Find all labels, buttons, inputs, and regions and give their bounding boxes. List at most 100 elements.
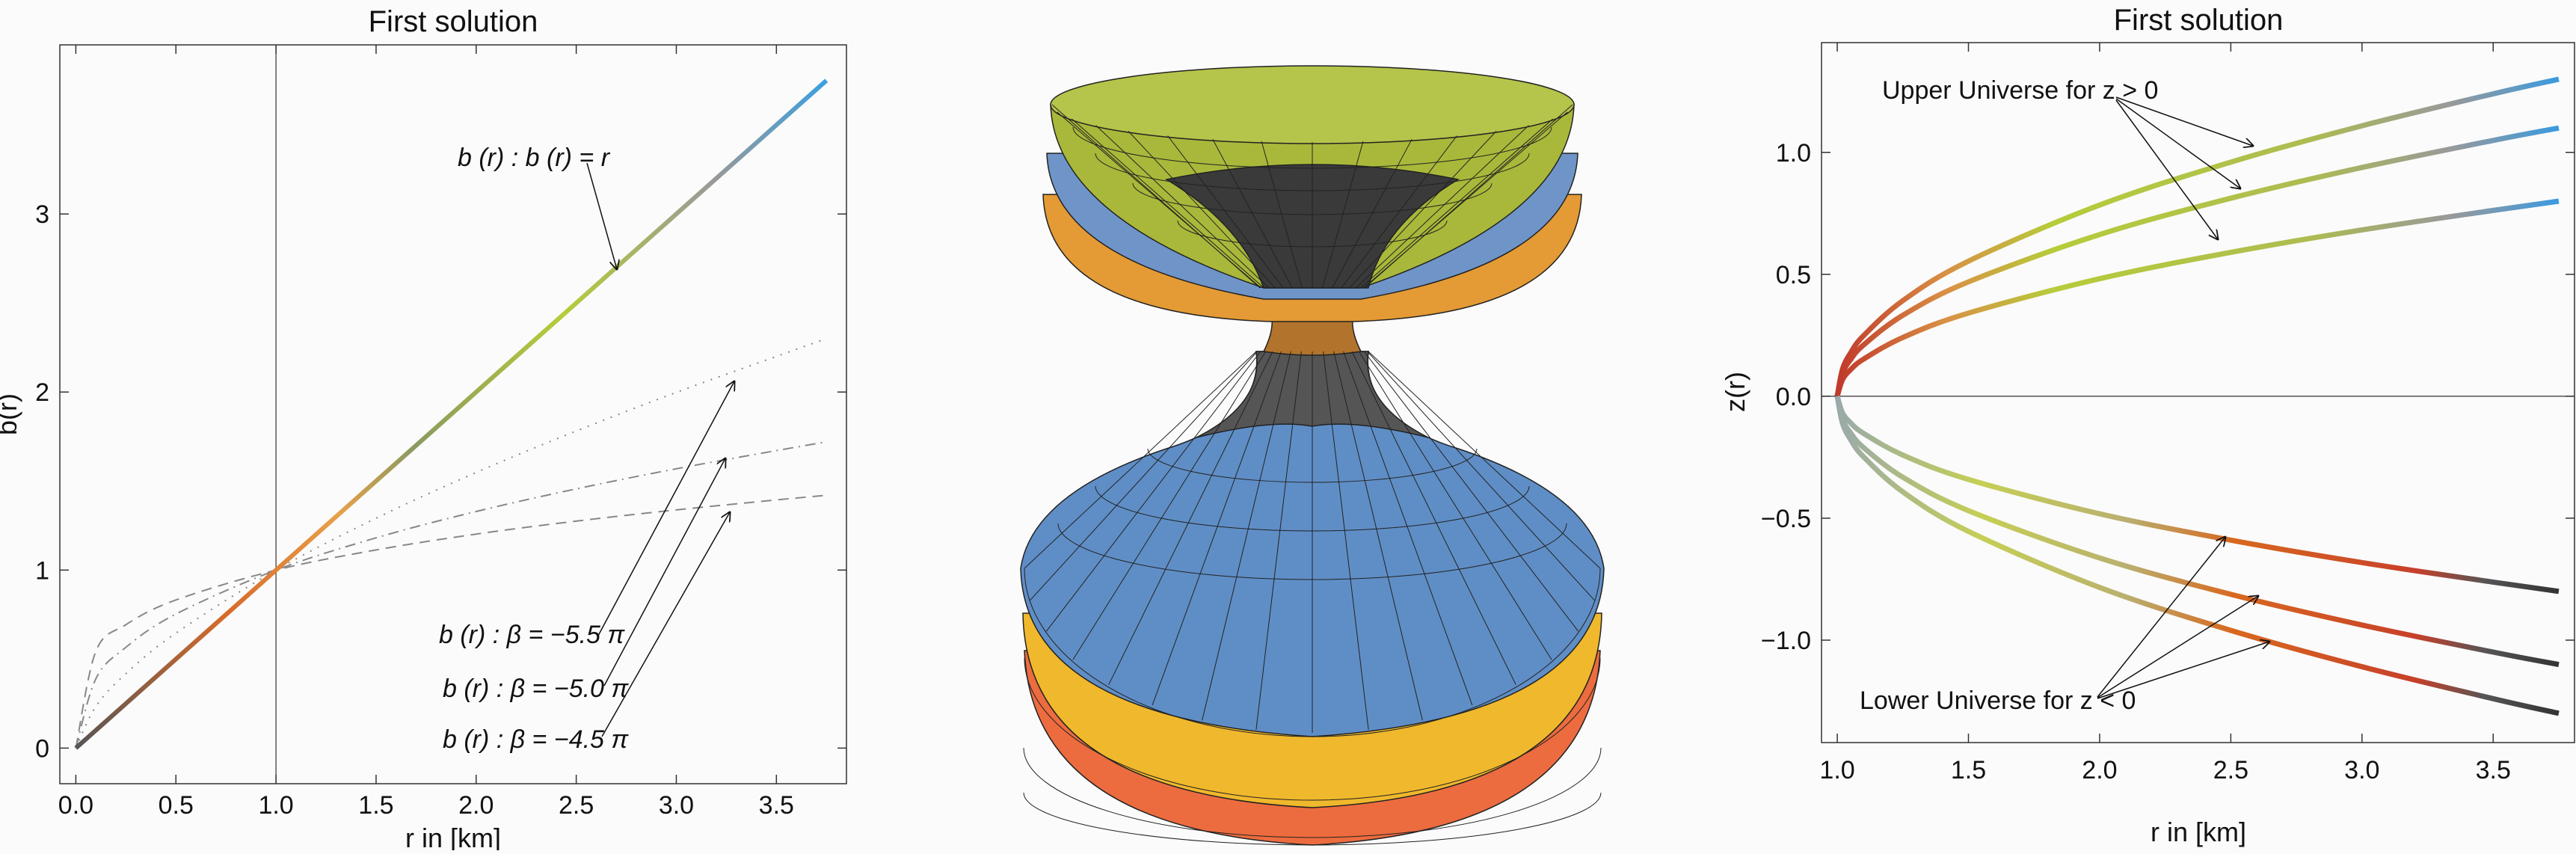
annotation-arrow [597,381,734,636]
mesh-line [1332,138,1413,289]
mesh-ring [1072,126,1552,169]
right-ticks: 1.0 1.5 2.0 2.5 3.0 3.5 1.0 0.5 0.0 −0.5 −1.0 [1761,43,2575,784]
mesh-line [1072,351,1267,660]
series-line-2 [1834,198,2560,397]
wormhole-embedding-diagram [1020,65,1605,846]
annotation-arrow [586,162,617,269]
mesh-line [1333,351,1423,721]
y-tick-label: 1.0 [1776,139,1811,168]
mesh-line [1341,135,1457,289]
mesh-ring [1057,523,1567,580]
x-tick-label: 1.5 [358,791,393,820]
left-ticks: 0.0 0.5 1.0 1.5 2.0 2.5 3.0 3.5 0 1 2 3 [35,45,846,820]
mesh-ring [1095,485,1530,532]
mesh-line [1349,131,1497,289]
y-tick-label: 1 [35,556,49,585]
surface-mesh [1023,104,1602,846]
x-tick-label: 2.5 [559,791,594,820]
left-chart-title: First solution [369,5,538,38]
series-line-1 [1834,125,2560,397]
mesh-line [1152,351,1282,706]
annotation-arrow [2097,642,2269,699]
y-tick-label: 2 [35,378,49,407]
annotation-b-equals-r: b (r) : b (r) = r [458,144,611,172]
mesh-ring [1095,153,1530,191]
left-y-axis-label: b(r) [0,393,22,435]
x-tick-label: 1.0 [1819,756,1854,784]
series-line-0 [74,79,829,750]
right-chart-title: First solution [2114,4,2284,37]
mesh-line [1323,351,1369,730]
mesh-line [1367,351,1595,601]
x-tick-label: 2.5 [2213,756,2248,784]
series-line-2 [75,440,827,749]
mesh-line [1167,135,1284,289]
annotation-arrow [2115,99,2218,239]
series-line-4 [1834,396,2560,668]
mesh-line [1108,351,1273,685]
y-tick-label: 0 [35,734,49,763]
right-chart: First solution 1.0 1.5 2.0 2.5 3.0 3.5 1.0 0.5 0… [1720,4,2575,847]
left-chart: First solution 0.0 0.5 1.0 1.5 2.0 2.5 3.0 3.50… [0,5,847,853]
mesh-line [1202,351,1291,721]
x-tick-label: 0.0 [58,791,93,820]
x-tick-label: 1.0 [258,791,293,820]
x-tick-label: 0.5 [159,791,194,820]
mesh-line [1255,351,1302,730]
mesh-ring [1024,568,1601,737]
annotation-arrow [2115,98,2240,188]
y-tick-label: 0.0 [1776,383,1811,411]
mesh-ring [1024,657,1601,801]
mesh-ring [1177,220,1448,248]
mesh-line [1343,351,1473,706]
mesh-line [1322,141,1364,289]
annotation-arrow [603,458,725,686]
annotation-arrow [2115,96,2253,146]
annotation-lower-universe: Lower Universe for z < 0 [1860,686,2136,715]
annotation-beta-5-0: b (r) : β = −5.0 π [443,675,629,703]
left-x-axis-label: r in [km] [405,823,501,850]
annotation-arrow [2097,537,2225,698]
mesh-line [1363,351,1579,632]
y-tick-label: 3 [35,200,49,229]
right-plot-frame [1821,42,2575,743]
y-tick-label: 0.5 [1776,261,1811,289]
mesh-line [1128,131,1276,289]
mesh-ring [1023,792,1602,846]
series-line-3 [1834,395,2560,595]
mesh-ring [1023,747,1602,838]
mesh-line [1030,351,1258,601]
mesh-line [1358,351,1552,660]
mesh-ring [1147,448,1478,483]
mesh-line [1261,141,1303,289]
mesh-line [1212,138,1293,289]
left-plot-frame [59,44,847,784]
y-tick-label: −0.5 [1761,505,1811,533]
throat [1262,313,1362,356]
right-x-axis-label: r in [km] [2151,817,2246,847]
annotation-upper-universe: Upper Universe for z > 0 [1882,76,2158,105]
x-tick-label: 1.5 [1951,756,1986,784]
mesh-line [1351,351,1516,685]
annotation-beta-5-5: b (r) : β = −5.5 π [439,621,625,649]
x-tick-label: 2.0 [458,791,494,820]
series-line-5 [1834,396,2560,716]
x-tick-label: 2.0 [2082,756,2117,784]
mesh-line [1363,111,1568,289]
mesh-line [1024,351,1257,569]
annotation-arrow [601,512,730,737]
x-tick-label: 3.0 [659,791,694,820]
series-line-3 [75,494,827,749]
x-tick-label: 3.0 [2344,756,2379,784]
right-y-axis-label: z(r) [1720,372,1750,412]
mesh-line [1045,351,1261,632]
annotation-arrow [2097,596,2258,698]
annotation-beta-4-5: b (r) : β = −4.5 π [443,725,629,754]
left-series [74,45,829,784]
mesh-ring [1132,182,1493,215]
series-line-0 [1834,76,2560,397]
y-tick-label: −1.0 [1761,627,1811,655]
x-tick-label: 3.5 [2476,756,2511,784]
right-series [1822,76,2575,716]
